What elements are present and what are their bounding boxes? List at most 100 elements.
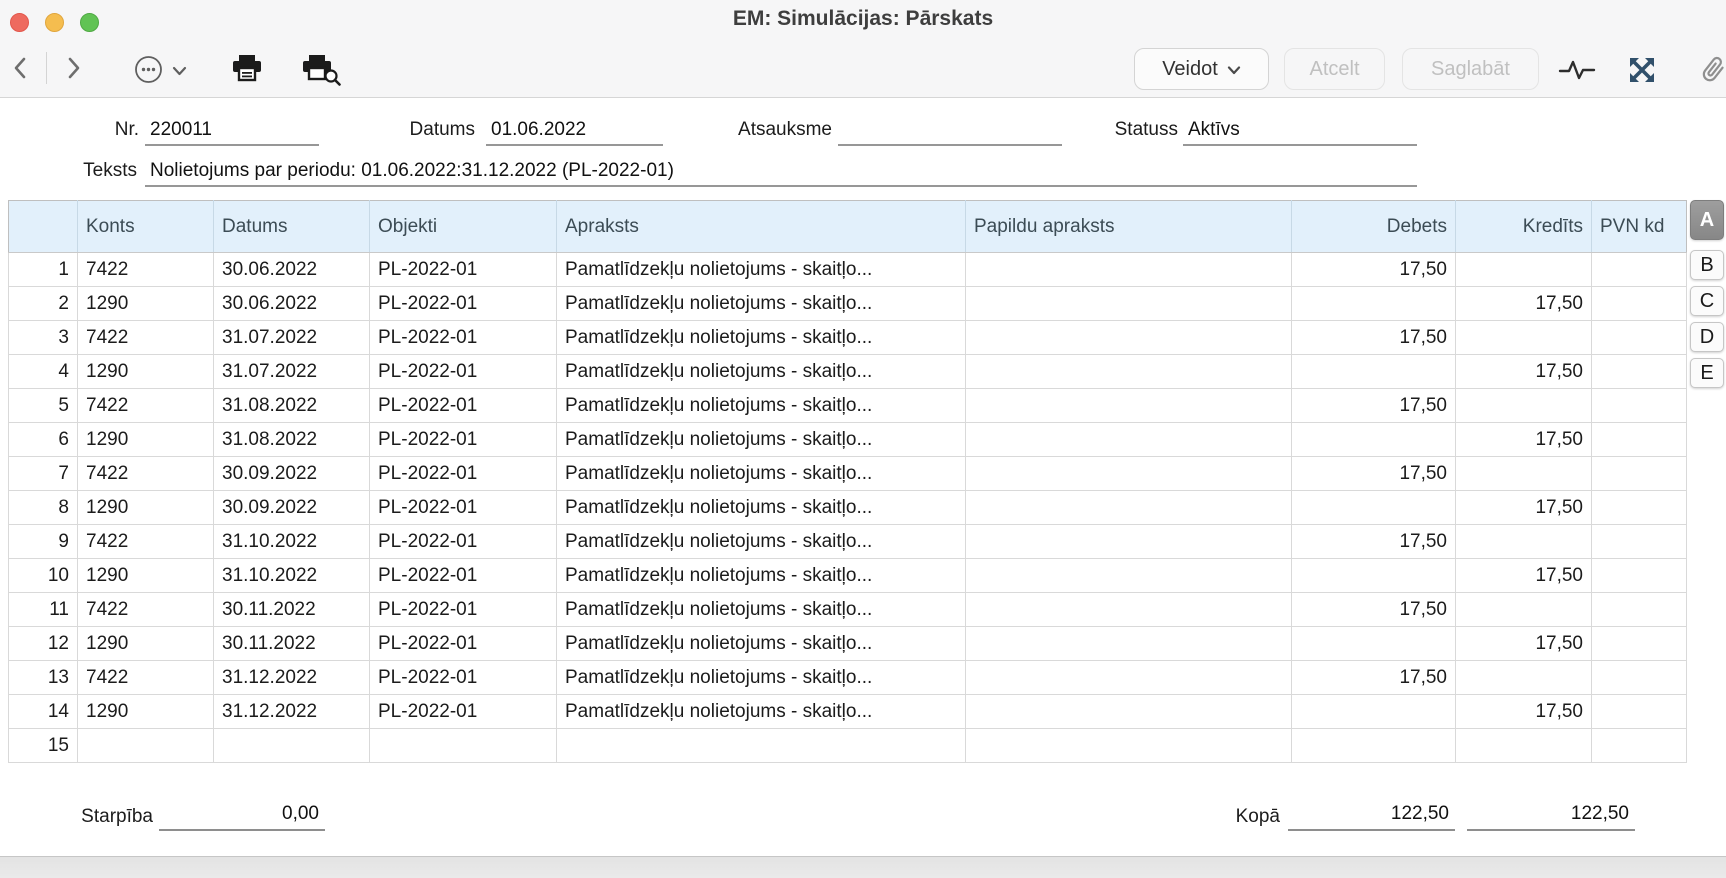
cell-nr[interactable]: 6	[8, 422, 78, 457]
cell-apraksts[interactable]: Pamatlīdzekļu nolietojums - skaitļo...	[556, 354, 966, 389]
cell-objekti[interactable]: PL-2022-01	[369, 422, 557, 457]
cell-nr[interactable]: 13	[8, 660, 78, 695]
cell-konts[interactable]: 1290	[77, 286, 214, 321]
cell-papildu_apraksts[interactable]	[965, 286, 1292, 321]
cell-pvn_kd[interactable]	[1591, 626, 1687, 661]
cell-papildu_apraksts[interactable]	[965, 422, 1292, 457]
cell-datums[interactable]: 31.12.2022	[213, 694, 370, 729]
cell-kredits[interactable]	[1455, 524, 1592, 559]
cell-nr[interactable]: 5	[8, 388, 78, 423]
teksts-field[interactable]: Nolietojums par periodu: 01.06.2022:31.1…	[145, 160, 1417, 187]
cell-debets[interactable]: 17,50	[1291, 388, 1456, 423]
cell-nr[interactable]: 3	[8, 320, 78, 355]
cell-nr[interactable]: 15	[8, 728, 78, 763]
cell-datums[interactable]: 31.12.2022	[213, 660, 370, 695]
cell-apraksts[interactable]	[556, 728, 966, 763]
cell-debets[interactable]: 17,50	[1291, 592, 1456, 627]
cell-konts[interactable]: 1290	[77, 694, 214, 729]
cell-datums[interactable]: 31.07.2022	[213, 354, 370, 389]
cell-konts[interactable]: 7422	[77, 660, 214, 695]
cell-papildu_apraksts[interactable]	[965, 456, 1292, 491]
cell-pvn_kd[interactable]	[1591, 422, 1687, 457]
column-header-kredits[interactable]: Kredīts	[1455, 200, 1592, 253]
cell-kredits[interactable]: 17,50	[1455, 490, 1592, 525]
cell-papildu_apraksts[interactable]	[965, 354, 1292, 389]
cell-konts[interactable]: 1290	[77, 490, 214, 525]
cell-papildu_apraksts[interactable]	[965, 694, 1292, 729]
cell-datums[interactable]: 30.06.2022	[213, 252, 370, 287]
cell-pvn_kd[interactable]	[1591, 490, 1687, 525]
cell-datums[interactable]: 30.06.2022	[213, 286, 370, 321]
cancel-button[interactable]: Atcelt	[1284, 48, 1385, 90]
side-tab-c[interactable]: C	[1690, 286, 1724, 316]
cell-kredits[interactable]	[1455, 728, 1592, 763]
cell-objekti[interactable]: PL-2022-01	[369, 592, 557, 627]
expand-button[interactable]	[1626, 54, 1658, 89]
more-options-button[interactable]	[128, 55, 192, 87]
cell-papildu_apraksts[interactable]	[965, 388, 1292, 423]
cell-pvn_kd[interactable]	[1591, 286, 1687, 321]
cell-pvn_kd[interactable]	[1591, 694, 1687, 729]
cell-kredits[interactable]: 17,50	[1455, 558, 1592, 593]
cell-debets[interactable]	[1291, 728, 1456, 763]
cell-nr[interactable]: 4	[8, 354, 78, 389]
cell-pvn_kd[interactable]	[1591, 660, 1687, 695]
print-button[interactable]	[230, 54, 264, 87]
cell-papildu_apraksts[interactable]	[965, 728, 1292, 763]
cell-debets[interactable]: 17,50	[1291, 320, 1456, 355]
side-tab-a[interactable]: A	[1690, 200, 1724, 240]
cell-konts[interactable]: 7422	[77, 524, 214, 559]
cell-objekti[interactable]: PL-2022-01	[369, 354, 557, 389]
cell-debets[interactable]	[1291, 354, 1456, 389]
cell-kredits[interactable]: 17,50	[1455, 354, 1592, 389]
cell-apraksts[interactable]: Pamatlīdzekļu nolietojums - skaitļo...	[556, 660, 966, 695]
cell-nr[interactable]: 7	[8, 456, 78, 491]
cell-datums[interactable]: 31.08.2022	[213, 422, 370, 457]
cell-apraksts[interactable]: Pamatlīdzekļu nolietojums - skaitļo...	[556, 694, 966, 729]
cell-apraksts[interactable]: Pamatlīdzekļu nolietojums - skaitļo...	[556, 422, 966, 457]
cell-kredits[interactable]	[1455, 252, 1592, 287]
cell-debets[interactable]: 17,50	[1291, 660, 1456, 695]
cell-nr[interactable]: 8	[8, 490, 78, 525]
datums-field[interactable]: 01.06.2022	[486, 119, 663, 146]
cell-objekti[interactable]: PL-2022-01	[369, 252, 557, 287]
cell-datums[interactable]: 31.10.2022	[213, 524, 370, 559]
cell-kredits[interactable]	[1455, 592, 1592, 627]
column-header-datums[interactable]: Datums	[213, 200, 370, 253]
fullscreen-window-button[interactable]	[80, 13, 99, 32]
column-header-apraksts[interactable]: Apraksts	[556, 200, 966, 253]
cell-objekti[interactable]: PL-2022-01	[369, 558, 557, 593]
cell-kredits[interactable]	[1455, 456, 1592, 491]
close-window-button[interactable]	[10, 13, 29, 32]
cell-pvn_kd[interactable]	[1591, 388, 1687, 423]
cell-kredits[interactable]: 17,50	[1455, 626, 1592, 661]
cell-papildu_apraksts[interactable]	[965, 320, 1292, 355]
cell-konts[interactable]: 1290	[77, 626, 214, 661]
cell-pvn_kd[interactable]	[1591, 728, 1687, 763]
column-header-debets[interactable]: Debets	[1291, 200, 1456, 253]
cell-nr[interactable]: 10	[8, 558, 78, 593]
cell-debets[interactable]	[1291, 694, 1456, 729]
side-tab-b[interactable]: B	[1690, 250, 1724, 280]
cell-konts[interactable]: 1290	[77, 354, 214, 389]
cell-objekti[interactable]: PL-2022-01	[369, 388, 557, 423]
print-preview-button[interactable]	[300, 54, 344, 89]
cell-kredits[interactable]: 17,50	[1455, 422, 1592, 457]
create-button[interactable]: Veidot	[1134, 48, 1269, 90]
cell-kredits[interactable]	[1455, 388, 1592, 423]
cell-konts[interactable]: 7422	[77, 456, 214, 491]
statuss-field[interactable]: Aktīvs	[1183, 119, 1417, 146]
cell-pvn_kd[interactable]	[1591, 320, 1687, 355]
cell-nr[interactable]: 1	[8, 252, 78, 287]
cell-objekti[interactable]: PL-2022-01	[369, 524, 557, 559]
cell-apraksts[interactable]: Pamatlīdzekļu nolietojums - skaitļo...	[556, 558, 966, 593]
cell-konts[interactable]: 1290	[77, 422, 214, 457]
cell-debets[interactable]	[1291, 558, 1456, 593]
cell-debets[interactable]	[1291, 286, 1456, 321]
cell-objekti[interactable]: PL-2022-01	[369, 660, 557, 695]
cell-papildu_apraksts[interactable]	[965, 660, 1292, 695]
cell-apraksts[interactable]: Pamatlīdzekļu nolietojums - skaitļo...	[556, 388, 966, 423]
cell-datums[interactable]: 30.11.2022	[213, 592, 370, 627]
nr-field[interactable]: 220011	[145, 119, 319, 146]
column-header-objekti[interactable]: Objekti	[369, 200, 557, 253]
